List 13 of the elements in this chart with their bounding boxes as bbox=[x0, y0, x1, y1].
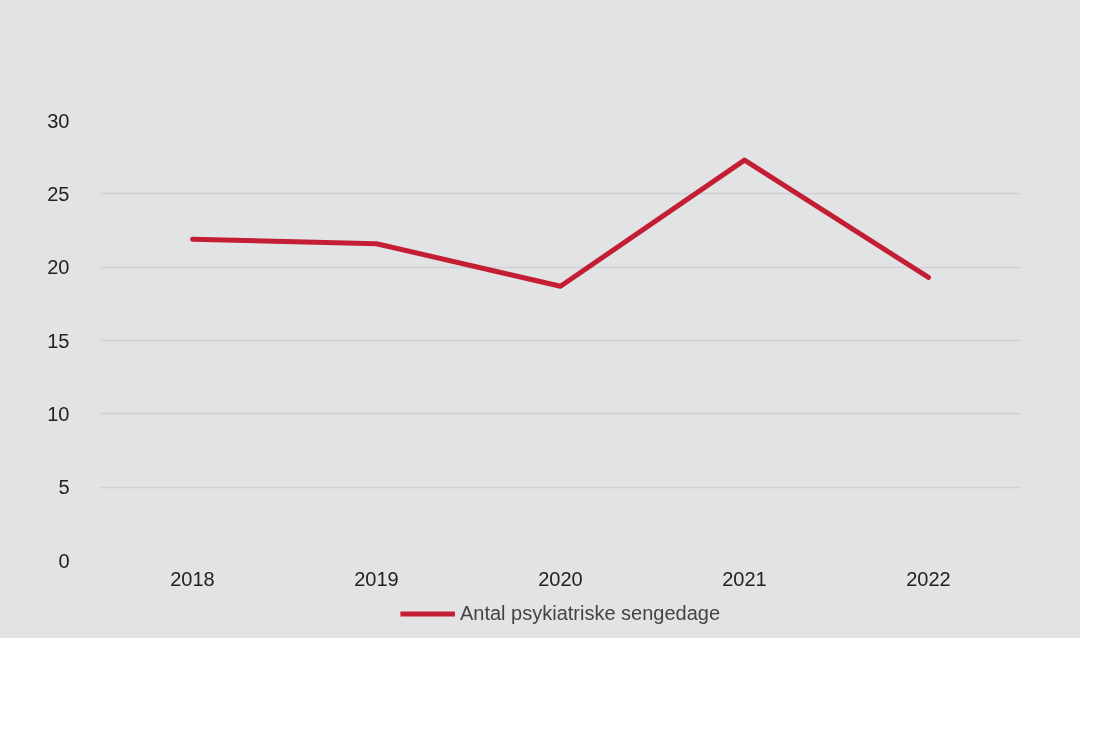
x-tick-label: 2021 bbox=[722, 567, 767, 590]
y-tick-label: 0 bbox=[58, 549, 70, 572]
x-tick-label: 2020 bbox=[538, 567, 583, 590]
x-tick-label: 2018 bbox=[170, 567, 215, 590]
x-tick-label: 2022 bbox=[906, 567, 951, 590]
y-tick-label: 5 bbox=[58, 476, 70, 499]
legend-label: Antal psykiatriske sengedage bbox=[459, 601, 721, 625]
x-tick-label: 2019 bbox=[354, 567, 399, 590]
y-tick-label: 15 bbox=[47, 329, 70, 352]
y-tick-label: 10 bbox=[47, 402, 70, 425]
y-tick-label: 25 bbox=[47, 182, 70, 205]
y-tick-label: 30 bbox=[47, 109, 70, 132]
y-tick-label: 20 bbox=[47, 256, 70, 279]
